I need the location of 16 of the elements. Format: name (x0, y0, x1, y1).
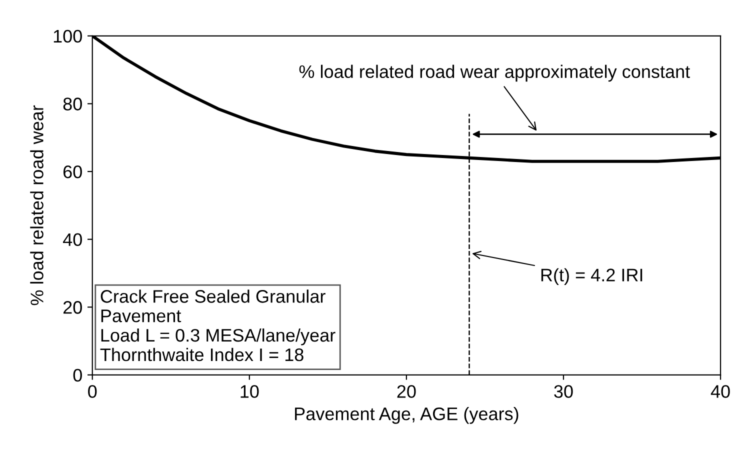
x-tick-label: 40 (710, 385, 730, 398)
x-tick-label: 20 (397, 385, 416, 398)
annotation: Crack Free Sealed Granular Pavement Load L = 0.3 MESA/lane/year Thornthwaite Index I = 18 (100, 290, 336, 362)
x-tick-label: 10 (240, 385, 259, 398)
annotation: % load related road wear approximately constant (299, 64, 690, 82)
x-tick-label: 0 (88, 385, 97, 398)
x-tick-label: 30 (554, 385, 573, 398)
y-axis-title: % load related road wear (30, 105, 44, 306)
y-tick-label: 40 (62, 233, 82, 246)
y-tick-label: 20 (63, 301, 82, 314)
x-axis-title: Pavement Age, AGE (years) (295, 407, 518, 424)
y-tick-label: 100 (54, 30, 82, 43)
y-tick-label: 80 (63, 98, 82, 110)
y-tick-label: 0 (73, 368, 82, 382)
annotation: R(t) = 4.2 IRI (541, 268, 642, 286)
y-tick-label: 60 (63, 165, 82, 178)
